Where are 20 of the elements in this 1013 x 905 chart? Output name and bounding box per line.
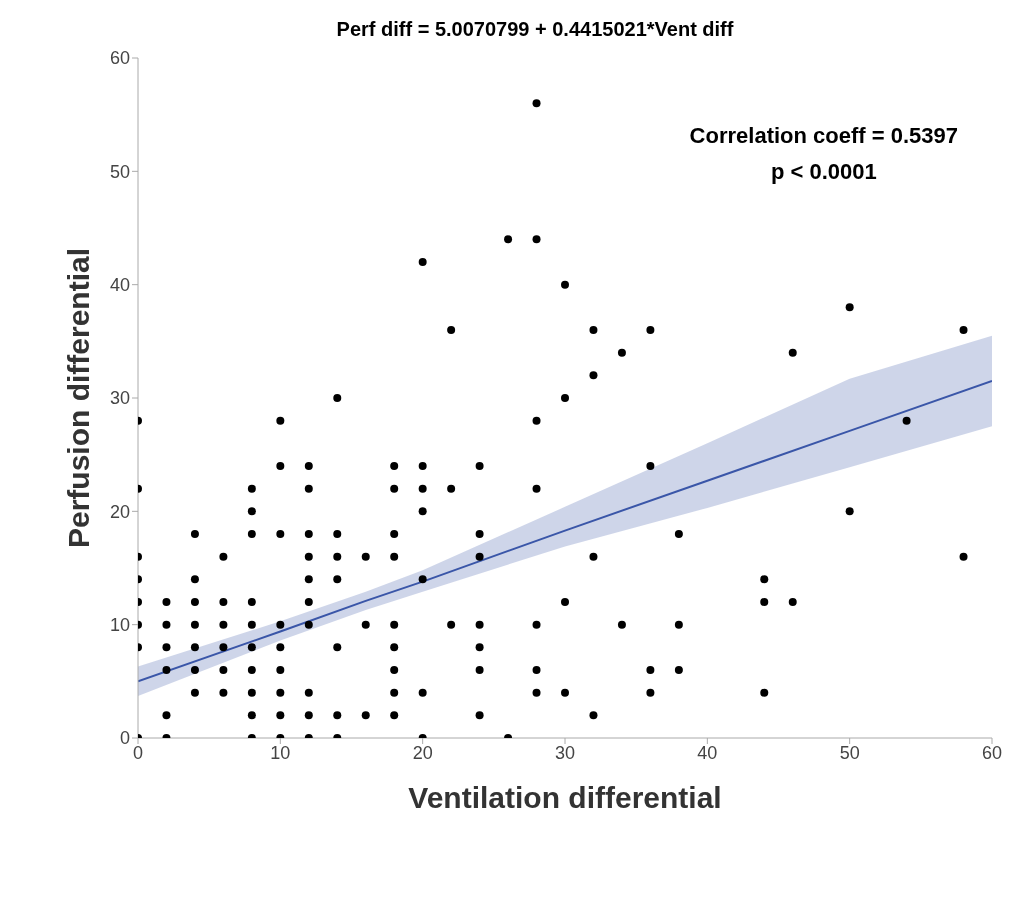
x-axis-title: Ventilation differential [408,781,722,814]
annotation: p < 0.0001 [769,158,878,186]
x-tick-label: 60 [981,742,1003,763]
x-tick-label: 20 [412,742,433,763]
x-tick-label: 30 [554,742,576,763]
annotation: Correlation coeff = 0.5397 [689,122,958,150]
y-tick-label: 40 [109,275,130,296]
x-tick-label: 50 [839,742,860,763]
y-tick-label: 20 [109,501,130,522]
y-tick-label: 0 [119,728,130,749]
x-tick-label: 40 [697,742,718,763]
chart-title: Perf diff = 5.0070799 + 0.4415021*Vent diff [335,18,735,41]
y-tick-label: 10 [109,615,130,636]
line-series [138,380,992,683]
y-tick-label: 30 [109,388,130,409]
y-tick-label: 50 [109,161,130,182]
y-axis-title: Perfusion differential [61,247,95,549]
x-tick-label: 10 [270,742,291,763]
x-tick-label: 0 [132,742,144,763]
y-tick-label: 60 [109,48,130,69]
